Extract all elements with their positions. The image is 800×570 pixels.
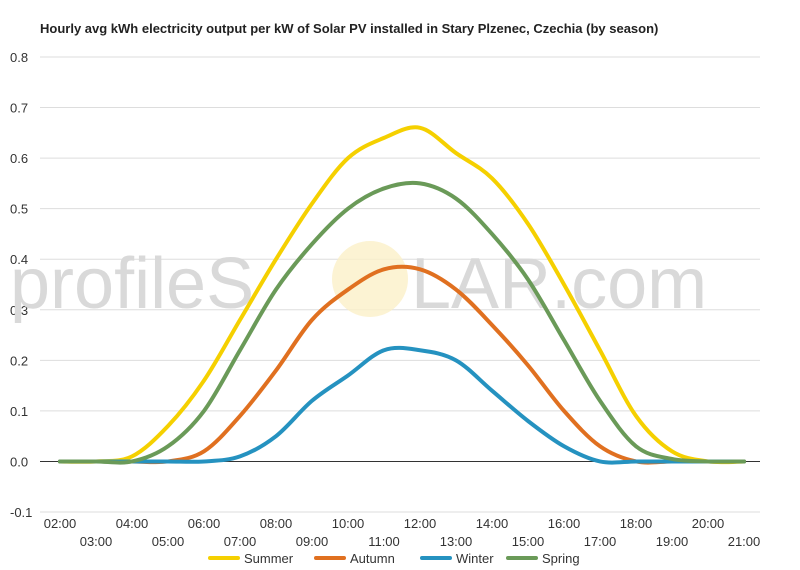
series-lines bbox=[58, 125, 746, 465]
watermark: profileS LAR.com bbox=[10, 241, 707, 324]
x-tick-label: 06:00 bbox=[188, 516, 221, 531]
series-line-winter bbox=[58, 345, 746, 465]
legend-item-summer[interactable]: Summer bbox=[208, 551, 294, 566]
x-tick-label: 08:00 bbox=[260, 516, 293, 531]
y-tick-label: 0.8 bbox=[10, 50, 28, 65]
y-tick-label: 0.2 bbox=[10, 353, 28, 368]
x-tick-label: 21:00 bbox=[728, 534, 761, 549]
x-tick-label: 03:00 bbox=[80, 534, 113, 549]
y-tick-label: 0.1 bbox=[10, 404, 28, 419]
legend-label: Spring bbox=[542, 551, 580, 566]
y-tick-label: 0.4 bbox=[10, 252, 28, 267]
x-tick-label: 04:00 bbox=[116, 516, 149, 531]
legend-label: Winter bbox=[456, 551, 494, 566]
x-tick-label: 12:00 bbox=[404, 516, 437, 531]
x-tick-label: 15:00 bbox=[512, 534, 545, 549]
x-tick-label: 05:00 bbox=[152, 534, 185, 549]
x-tick-label: 11:00 bbox=[368, 534, 400, 549]
y-tick-label: 0.3 bbox=[10, 303, 28, 318]
y-tick-label: 0.6 bbox=[10, 151, 28, 166]
chart-title: Hourly avg kWh electricity output per kW… bbox=[40, 21, 658, 36]
x-tick-label: 13:00 bbox=[440, 534, 473, 549]
x-tick-label: 14:00 bbox=[476, 516, 509, 531]
x-tick-label: 02:00 bbox=[44, 516, 77, 531]
series-line-spring bbox=[58, 180, 746, 465]
x-tick-label: 18:00 bbox=[620, 516, 653, 531]
x-tick-label: 20:00 bbox=[692, 516, 725, 531]
x-tick-label: 16:00 bbox=[548, 516, 581, 531]
x-tick-label: 17:00 bbox=[584, 534, 617, 549]
y-axis-ticks: -0.1 0.0 0.1 0.2 0.3 0.4 0.5 0.6 0.7 0.8 bbox=[10, 50, 32, 520]
x-tick-label: 10:00 bbox=[332, 516, 365, 531]
watermark-text-left: profileS bbox=[10, 244, 254, 324]
y-tick-label: -0.1 bbox=[10, 505, 32, 520]
x-tick-label: 19:00 bbox=[656, 534, 689, 549]
watermark-sun-icon bbox=[332, 241, 408, 317]
y-tick-label: 0.7 bbox=[10, 101, 28, 116]
y-tick-label: 0.0 bbox=[10, 454, 28, 469]
x-tick-label: 07:00 bbox=[224, 534, 257, 549]
legend[interactable]: Summer Autumn Winter Spring bbox=[208, 551, 580, 566]
legend-label: Autumn bbox=[350, 551, 395, 566]
y-tick-label: 0.5 bbox=[10, 202, 28, 217]
legend-item-spring[interactable]: Spring bbox=[506, 551, 580, 566]
legend-label: Summer bbox=[244, 551, 294, 566]
watermark-text-right: LAR.com bbox=[411, 244, 707, 324]
legend-item-winter[interactable]: Winter bbox=[420, 551, 494, 566]
x-tick-label: 09:00 bbox=[296, 534, 329, 549]
legend-item-autumn[interactable]: Autumn bbox=[314, 551, 395, 566]
series-line-summer bbox=[58, 125, 746, 465]
x-axis-ticks: 02:00 04:00 06:00 08:00 10:00 12:00 14:00 16:00… bbox=[44, 516, 761, 549]
